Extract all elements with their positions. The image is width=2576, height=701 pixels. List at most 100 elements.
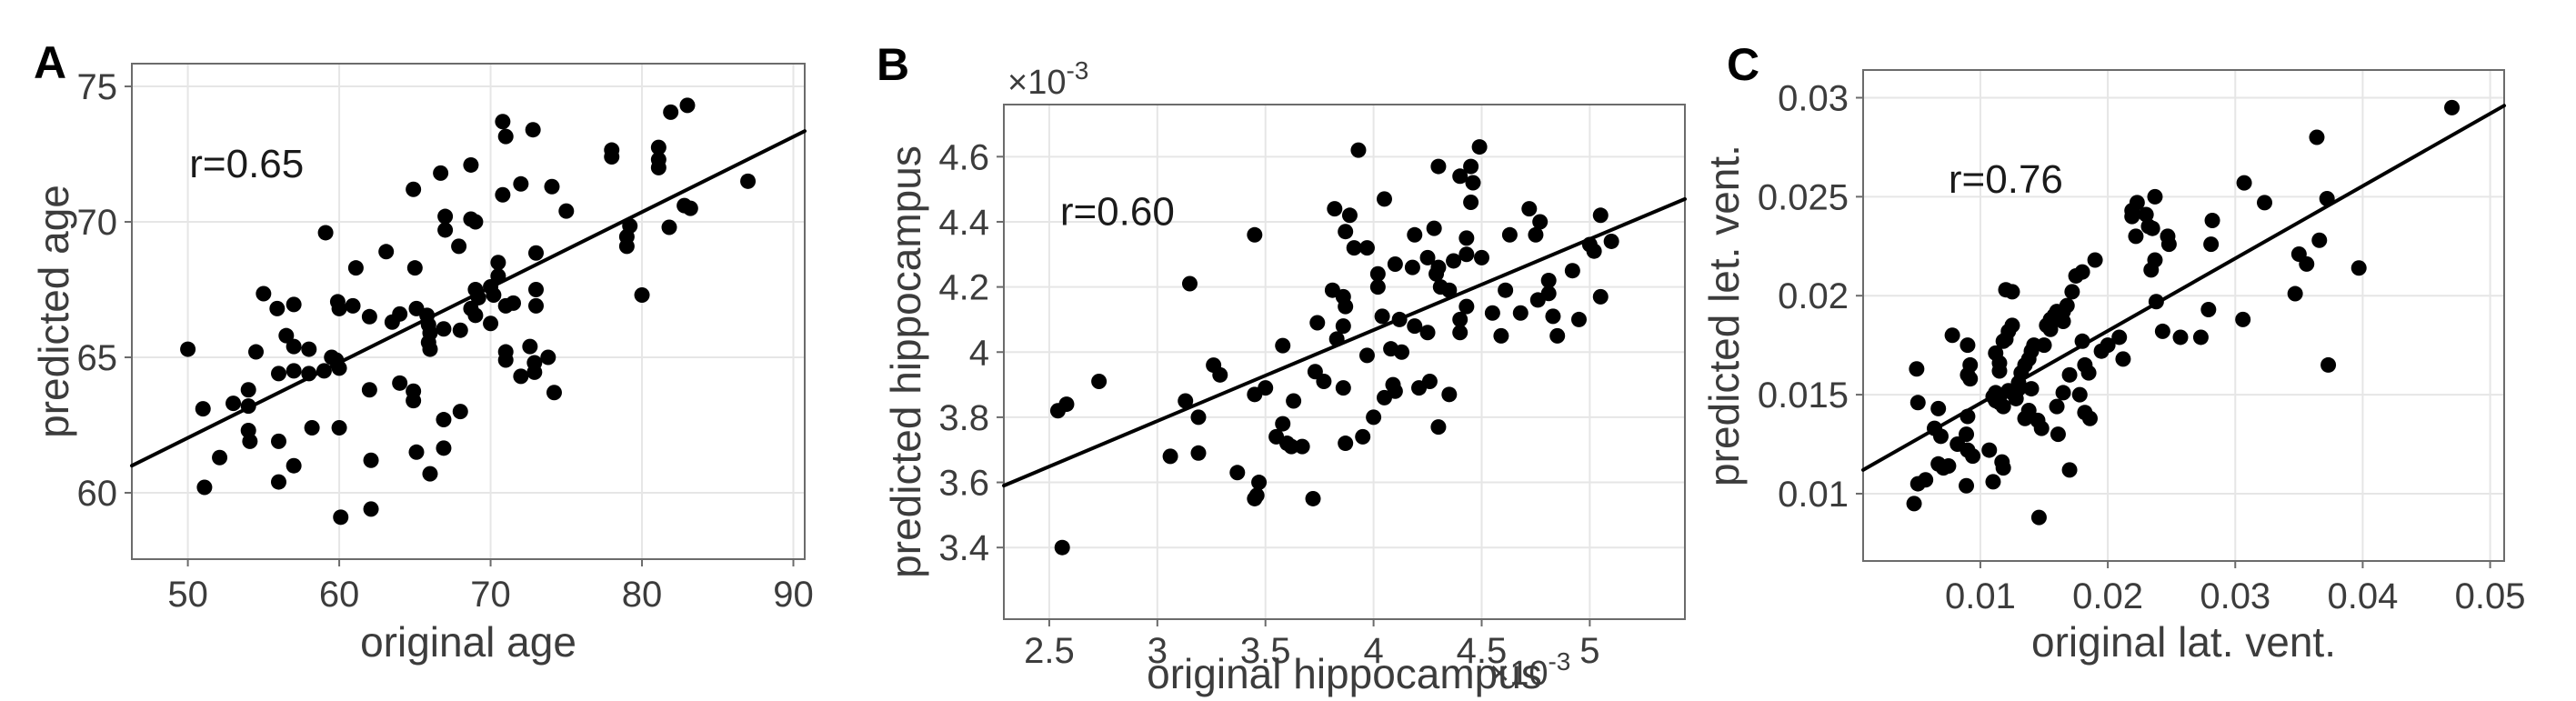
data-point <box>1540 285 1557 302</box>
data-point <box>1212 366 1228 383</box>
data-point <box>226 396 242 412</box>
data-point <box>1309 315 1326 331</box>
data-point <box>483 315 499 332</box>
x-tick-label: 0.03 <box>2200 576 2270 616</box>
data-point <box>1404 259 1420 275</box>
y-tick-label: 4.2 <box>938 268 989 308</box>
y-axis-label: predicted age <box>30 185 77 438</box>
data-point <box>436 440 452 456</box>
data-point <box>1335 318 1351 335</box>
data-point <box>196 479 213 496</box>
data-point <box>240 398 256 415</box>
data-point <box>437 208 454 225</box>
x-tick-label: 0.02 <box>2072 576 2143 616</box>
data-point <box>2236 175 2252 191</box>
y-tick-label: 65 <box>77 338 118 378</box>
y-axis-label: predicted let. vent. <box>1700 145 1748 486</box>
data-point <box>1909 395 1926 411</box>
y-tick-label: 3.4 <box>938 528 989 568</box>
data-point <box>2071 386 2088 403</box>
data-point <box>1446 253 1462 269</box>
data-point <box>1909 361 1925 377</box>
data-point <box>1178 393 1194 409</box>
data-point <box>1407 318 1423 335</box>
y-tick-label: 70 <box>77 203 118 243</box>
data-point <box>301 366 317 382</box>
data-point <box>1335 380 1351 396</box>
data-point <box>2203 236 2220 253</box>
data-point <box>1995 460 2011 476</box>
data-point <box>1350 142 1367 158</box>
data-point <box>2061 462 2078 478</box>
data-point <box>1985 474 2001 490</box>
regression-line <box>1002 196 1687 488</box>
data-point <box>650 139 667 155</box>
data-point <box>422 341 438 357</box>
data-point <box>1358 240 1375 256</box>
y-axis-label: predicted hippocampus <box>882 145 929 578</box>
data-point <box>1181 275 1198 292</box>
x-tick-label: 2.5 <box>1024 631 1075 671</box>
data-point <box>406 393 422 409</box>
data-point <box>1564 263 1580 279</box>
x-tick-label: 3 <box>1148 631 1168 671</box>
data-point <box>1376 389 1392 406</box>
data-point <box>452 322 468 338</box>
data-point <box>2050 426 2066 443</box>
data-point <box>2074 333 2090 349</box>
data-point <box>1374 308 1390 325</box>
data-point <box>1988 345 2004 361</box>
data-point <box>1570 311 1587 327</box>
data-point <box>1426 220 1442 236</box>
data-point <box>195 401 211 417</box>
data-point <box>1960 408 1976 425</box>
data-point <box>1918 472 1934 488</box>
data-point <box>1512 305 1529 321</box>
data-point <box>406 260 423 276</box>
data-point <box>1419 249 1436 265</box>
data-point <box>331 360 347 376</box>
x-tick-label: 4.5 <box>1457 631 1508 671</box>
data-point <box>506 295 522 311</box>
y-tick-label: 0.025 <box>1758 177 1849 217</box>
data-point <box>1501 226 1518 243</box>
data-point <box>2309 129 2325 145</box>
data-point <box>1932 428 1949 445</box>
data-point <box>242 433 258 449</box>
data-point <box>1421 373 1438 389</box>
data-point <box>1419 325 1436 341</box>
data-point <box>497 352 514 368</box>
x-tick-label: 60 <box>319 575 360 615</box>
data-point <box>2257 195 2273 211</box>
data-point <box>2350 260 2367 276</box>
data-point <box>2030 509 2047 526</box>
panel-A: 50 60 70 80 90 60 65 70 75 original age predicted … <box>30 37 814 666</box>
y-tick-label: 3.6 <box>938 464 989 504</box>
y-tick-label: 0.02 <box>1778 276 1849 316</box>
data-point <box>2064 284 2080 300</box>
data-point <box>546 385 562 401</box>
y-tick-label: 4 <box>969 333 989 373</box>
data-point <box>436 321 452 337</box>
data-point <box>513 175 529 192</box>
data-point <box>1463 194 1479 210</box>
data-point <box>270 433 286 449</box>
data-point <box>378 244 395 260</box>
data-point <box>363 501 379 517</box>
data-point <box>1316 373 1332 389</box>
data-point <box>361 308 377 325</box>
y-tick-label: 60 <box>77 474 118 514</box>
data-point <box>2061 366 2078 383</box>
data-point <box>682 200 698 216</box>
y-tick-label: 4.4 <box>938 203 989 243</box>
data-point <box>1603 233 1619 249</box>
data-point <box>2148 294 2164 310</box>
data-point <box>2147 188 2163 205</box>
data-point <box>527 282 544 298</box>
data-point <box>497 128 514 145</box>
data-point <box>1328 331 1345 347</box>
data-point <box>317 225 334 241</box>
data-point <box>470 289 486 305</box>
